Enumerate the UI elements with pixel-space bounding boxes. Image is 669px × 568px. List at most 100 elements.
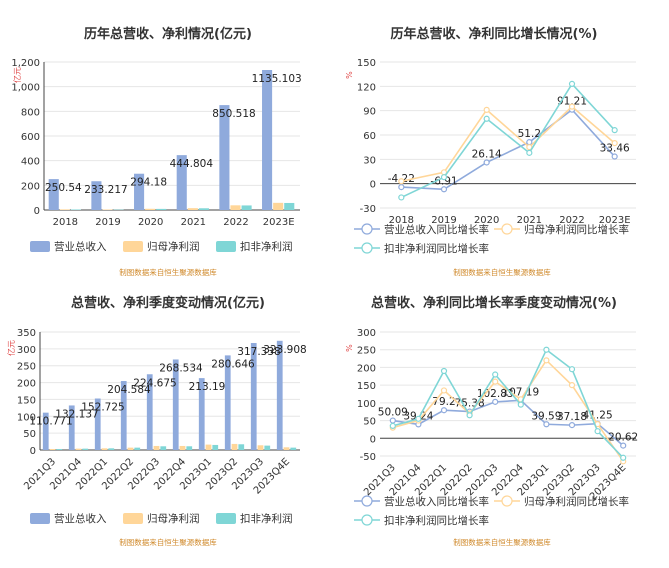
y-tick-label: 90 xyxy=(363,107,376,118)
y-tick-label: 0 xyxy=(30,446,36,457)
legend-label-2: 归母净利润同比增长率 xyxy=(524,495,629,508)
series-point-3 xyxy=(527,150,532,155)
series-point-2 xyxy=(570,383,575,388)
data-label: 294.18 xyxy=(130,177,167,189)
legend-swatch-1 xyxy=(30,241,50,252)
series-point-3 xyxy=(595,429,600,434)
chart-panel-4: 总营收、净利同比增长率季度变动情况(%)%-500501001502002503… xyxy=(345,295,638,547)
x-tick-label: 2020 xyxy=(138,217,163,228)
x-tick-label: 2021 xyxy=(181,217,206,228)
series-point-3 xyxy=(390,423,395,428)
y-tick-label: 350 xyxy=(17,328,36,339)
y-tick-label: 200 xyxy=(21,181,40,192)
bar-2 xyxy=(154,446,160,450)
data-label: 280.646 xyxy=(211,358,255,370)
y-axis-title: 亿元 xyxy=(12,67,22,83)
data-label: 1135.103 xyxy=(252,73,302,85)
x-tick-label: 2023E xyxy=(263,217,295,228)
legend-marker-1 xyxy=(362,496,372,506)
bar-2 xyxy=(76,449,82,450)
y-tick-label: 1,200 xyxy=(11,58,40,69)
data-label: 323.908 xyxy=(263,344,306,356)
series-point-3 xyxy=(416,416,421,421)
legend-label-3: 扣非净利润 xyxy=(240,512,293,525)
series-line-3 xyxy=(393,350,623,458)
y-tick-label: 0 xyxy=(370,434,376,445)
chart-title: 总营收、净利同比增长率季度变动情况(%) xyxy=(371,295,617,311)
bar-2 xyxy=(50,449,56,450)
series-point-1 xyxy=(390,418,395,423)
bar-2 xyxy=(145,209,155,210)
bar-2 xyxy=(102,448,108,450)
series-point-1 xyxy=(442,408,447,413)
y-tick-label: 100 xyxy=(357,399,376,410)
y-tick-label: 120 xyxy=(357,82,376,93)
data-label: 26.14 xyxy=(472,148,502,160)
source-note: 制图数据来自恒生聚源数据库 xyxy=(453,267,551,277)
bar-3 xyxy=(199,208,209,210)
data-label: 250.54 xyxy=(45,182,82,194)
bar-2 xyxy=(128,448,134,450)
chart-title: 历年总营收、净利同比增长情况(%) xyxy=(391,26,598,42)
legend-label-2: 归母净利润 xyxy=(147,512,200,525)
bar-3 xyxy=(156,209,166,210)
legend-label-3: 扣非净利润 xyxy=(240,240,293,253)
y-tick-label: -30 xyxy=(360,204,376,215)
legend-marker-1 xyxy=(362,224,372,234)
y-tick-label: 30 xyxy=(363,155,376,166)
y-tick-label: 300 xyxy=(357,328,376,339)
series-point-2 xyxy=(570,104,575,109)
bar-3 xyxy=(264,446,270,450)
legend-swatch-1 xyxy=(30,513,50,524)
bar-3 xyxy=(82,449,88,450)
data-label: 268.534 xyxy=(159,362,203,374)
series-line-1 xyxy=(393,400,623,445)
source-note: 制图数据来自恒生聚源数据库 xyxy=(453,537,551,547)
legend-label-1: 营业总收入 xyxy=(54,512,107,525)
legend-swatch-3 xyxy=(216,241,236,252)
bar-3 xyxy=(108,448,114,450)
y-tick-label: 150 xyxy=(17,395,36,406)
series-line-2 xyxy=(401,107,614,182)
series-point-3 xyxy=(621,455,626,460)
legend-label-3: 扣非净利润同比增长率 xyxy=(384,514,489,527)
y-tick-label: 50 xyxy=(23,429,36,440)
y-tick-label: 250 xyxy=(357,346,376,357)
series-point-2 xyxy=(612,141,617,146)
series-point-3 xyxy=(484,116,489,121)
legend-label-2: 归母净利润同比增长率 xyxy=(524,223,629,236)
series-point-3 xyxy=(442,175,447,180)
series-point-1 xyxy=(442,187,447,192)
series-point-2 xyxy=(484,107,489,112)
y-tick-label: 50 xyxy=(363,417,376,428)
chart-title: 历年总营收、净利情况(亿元) xyxy=(84,26,252,42)
legend-label-1: 营业总收入同比增长率 xyxy=(384,223,489,236)
legend-label-2: 归母净利润 xyxy=(147,240,200,253)
bar-3 xyxy=(242,205,252,210)
bar-2 xyxy=(232,444,238,450)
legend-label-1: 营业总收入同比增长率 xyxy=(384,495,489,508)
legend-swatch-3 xyxy=(216,513,236,524)
y-tick-label: 600 xyxy=(21,132,40,143)
data-label: 20.62 xyxy=(608,432,638,444)
y-axis-title: 亿元 xyxy=(6,340,16,356)
bar-3 xyxy=(56,449,62,450)
series-point-3 xyxy=(518,402,523,407)
series-point-3 xyxy=(570,81,575,86)
series-point-1 xyxy=(621,443,626,448)
data-label: 233.217 xyxy=(84,184,127,196)
series-point-3 xyxy=(570,367,575,372)
data-label: 224.675 xyxy=(133,377,176,389)
bar-2 xyxy=(273,203,283,210)
x-tick-label: 2019 xyxy=(95,217,120,228)
bar-2 xyxy=(230,205,240,210)
series-point-2 xyxy=(399,179,404,184)
chart-title: 总营收、净利季度变动情况(亿元) xyxy=(71,295,265,311)
chart-panel-3: 总营收、净利季度变动情况(亿元)亿元0501001502002503003502… xyxy=(6,295,307,547)
legend-marker-3 xyxy=(362,243,372,253)
y-tick-label: 1,000 xyxy=(11,83,40,94)
data-label: 213.19 xyxy=(189,381,226,393)
chart-panel-1: 历年总营收、净利情况(亿元)亿元02004006008001,0001,2002… xyxy=(11,26,301,277)
